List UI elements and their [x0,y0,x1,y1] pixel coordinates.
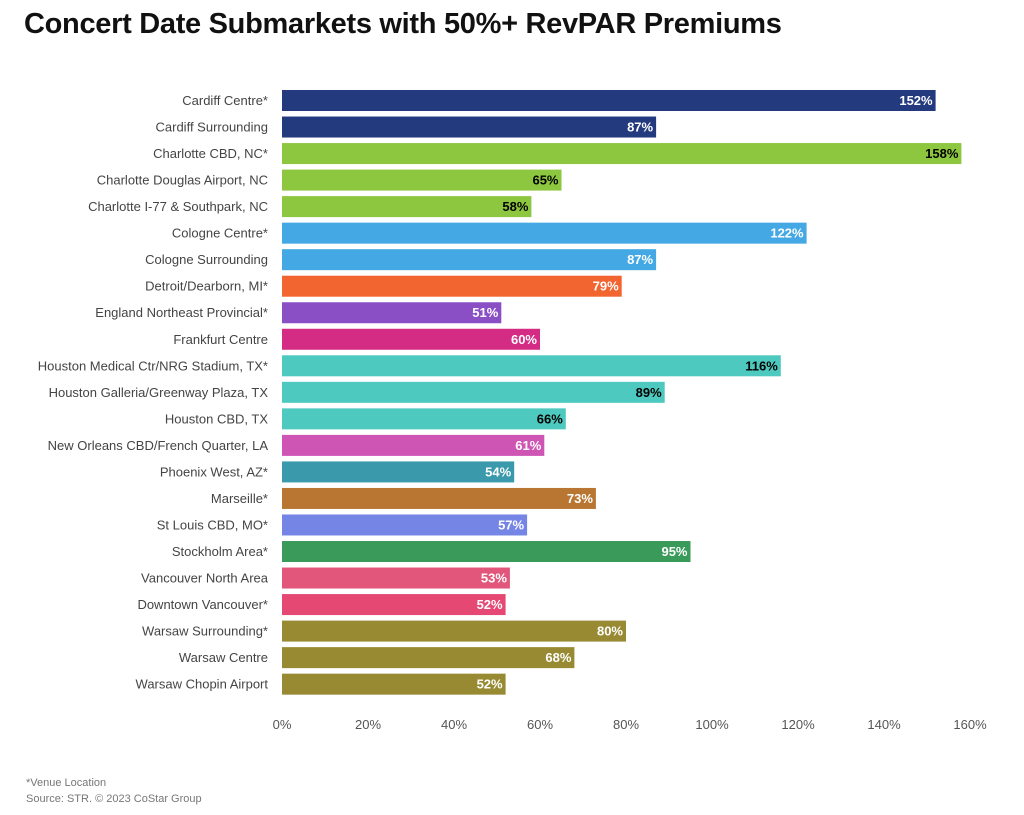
category-label: Cologne Surrounding [145,252,268,267]
bar [282,222,807,244]
chart-title: Concert Date Submarkets with 50%+ RevPAR… [24,8,782,40]
x-tick-label: 0% [273,717,292,732]
footnote-venue: *Venue Location [26,777,107,789]
category-label: Cologne Centre* [172,226,268,241]
category-label: Stockholm Area* [172,544,268,559]
bar [282,647,575,669]
value-label: 87% [627,120,653,135]
category-label: Warsaw Surrounding* [142,624,268,639]
bar [282,381,665,403]
x-tick-label: 120% [781,717,815,732]
value-label: 95% [661,544,687,559]
category-label: Frankfurt Centre [173,332,268,347]
bar [282,302,502,324]
bar [282,90,936,111]
category-label: Houston Galleria/Greenway Plaza, TX [49,385,269,400]
value-labels: 152% 87% 158% 65% 58% 122% 87% 79% 51% 60% 116% 89%… [472,93,959,692]
bar [282,514,528,536]
category-label: Cardiff Surrounding [156,120,269,135]
source-note: Source: STR. © 2023 CoStar Group [26,793,202,805]
category-label: England Northeast Provincial* [95,305,268,320]
category-label: Warsaw Chopin Airport [136,677,269,692]
value-label: 60% [511,332,537,347]
value-label: 158% [925,146,959,161]
value-label: 152% [899,93,933,108]
x-tick-label: 60% [527,717,553,732]
x-tick-label: 80% [613,717,639,732]
category-label: Charlotte I-77 & Southpark, NC [88,199,268,214]
value-label: 61% [515,438,541,453]
category-label: Charlotte CBD, NC* [153,146,268,161]
bar [282,461,515,483]
value-label: 80% [597,624,623,639]
bar [282,594,506,616]
bar [282,249,657,271]
x-axis-ticks: 0% 20% 40% 60% 80% 100% 120% 140% 160% [273,717,987,732]
category-label: Detroit/Dearborn, MI* [145,279,268,294]
value-label: 87% [627,252,653,267]
category-label: New Orleans CBD/French Quarter, LA [48,438,269,453]
value-label: 89% [636,385,662,400]
category-label: St Louis CBD, MO* [157,517,268,532]
category-labels: Cardiff Centre* Cardiff Surrounding Charlo… [38,93,269,692]
value-label: 53% [481,571,507,586]
bar [282,567,510,589]
value-label: 122% [770,226,804,241]
bar [282,541,691,563]
bar [282,487,596,509]
value-label: 54% [485,464,511,479]
value-label: 66% [537,411,563,426]
value-label: 68% [545,650,571,665]
x-tick-label: 140% [867,717,901,732]
category-label: Downtown Vancouver* [137,597,268,612]
x-tick-label: 40% [441,717,467,732]
value-label: 52% [477,597,503,612]
category-label: Houston CBD, TX [165,411,268,426]
value-label: 65% [532,173,558,188]
category-label: Vancouver North Area [141,571,269,586]
bar [282,143,962,165]
value-label: 57% [498,517,524,532]
x-tick-label: 20% [355,717,381,732]
bars-layer [282,90,962,695]
value-label: 51% [472,305,498,320]
value-label: 58% [502,199,528,214]
value-label: 116% [745,358,778,373]
bar [282,620,626,642]
bar [282,275,622,297]
category-label: Marseille* [211,491,268,506]
category-label: Phoenix West, AZ* [160,464,268,479]
category-label: Charlotte Douglas Airport, NC [97,173,268,188]
category-label: Houston Medical Ctr/NRG Stadium, TX* [38,358,268,373]
bar [282,434,545,456]
bar [282,196,532,218]
bar [282,408,566,430]
bar [282,673,506,695]
bar [282,116,657,138]
x-tick-label: 100% [695,717,729,732]
category-label: Warsaw Centre [179,650,268,665]
bar [282,169,562,191]
value-label: 79% [593,279,619,294]
x-tick-label: 160% [953,717,987,732]
value-label: 73% [567,491,593,506]
bar [282,328,540,350]
bar [282,355,781,377]
value-label: 52% [477,677,503,692]
category-label: Cardiff Centre* [182,93,268,108]
